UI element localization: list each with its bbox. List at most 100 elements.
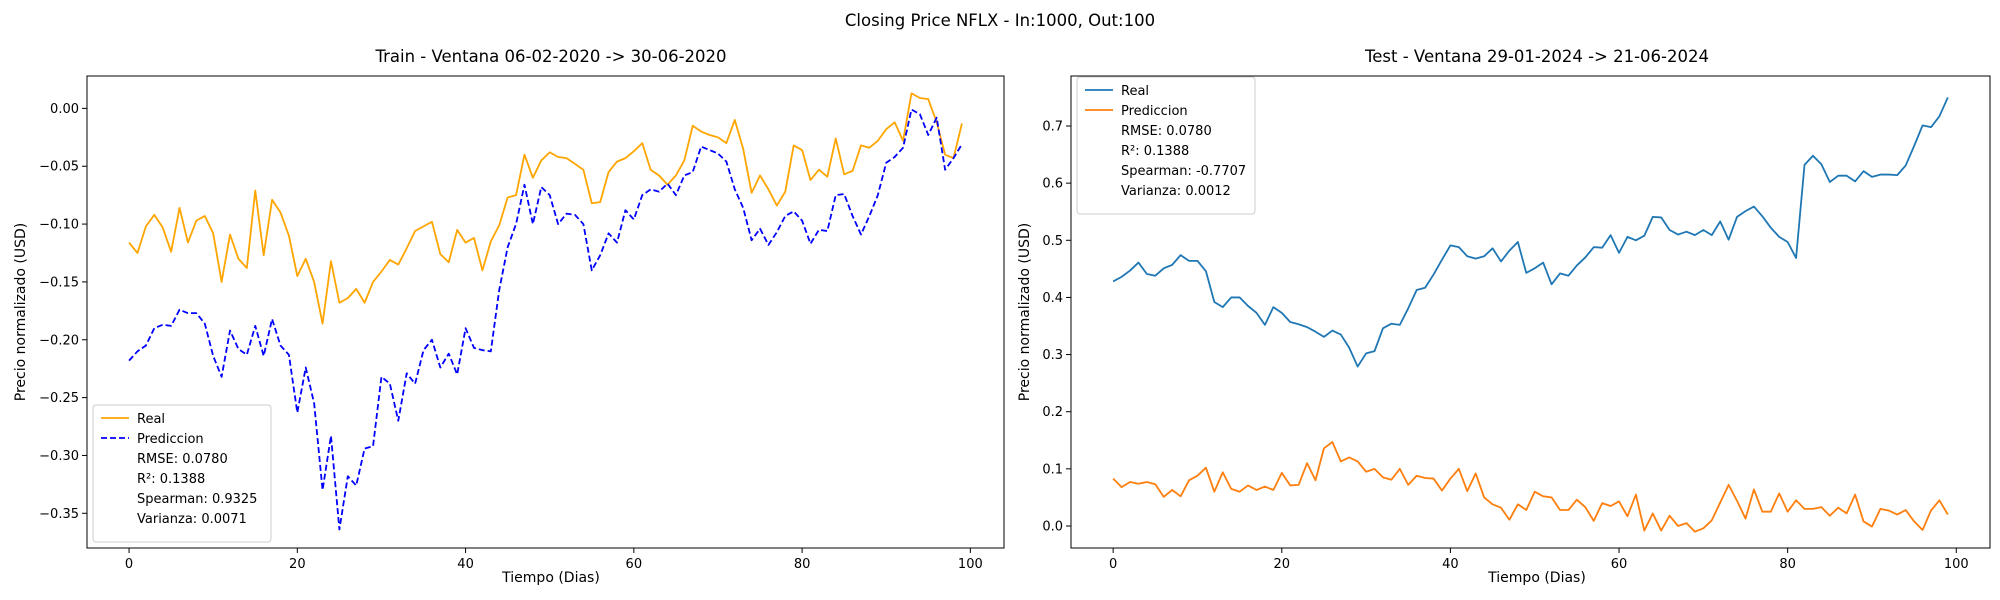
data-point [1112, 280, 1114, 282]
data-point [1786, 511, 1788, 513]
data-point [1483, 496, 1485, 498]
data-point [1770, 227, 1772, 229]
data-point [1179, 495, 1181, 497]
legend-box [1076, 76, 1256, 215]
data-point [818, 169, 820, 171]
data-point [1761, 215, 1763, 217]
data-point [355, 484, 357, 486]
data-point [1677, 525, 1679, 527]
data-point [1694, 531, 1696, 533]
data-point [178, 207, 180, 209]
y-tick-label: 0.5 [1042, 234, 1063, 249]
data-point [1356, 460, 1358, 462]
data-point [549, 151, 551, 153]
legend-stat: RMSE: 0.0780 [1121, 124, 1212, 139]
data-point [826, 230, 828, 232]
data-point [1567, 509, 1569, 511]
legend: Real Prediccion RMSE: 0.0780 R²: 0.1388 Spea… [1076, 76, 1256, 215]
data-point [1205, 270, 1207, 272]
data-point [1491, 247, 1493, 249]
data-point [288, 234, 290, 236]
data-point [658, 174, 660, 176]
data-point [1475, 257, 1477, 259]
data-point [1432, 477, 1434, 479]
data-point [1331, 329, 1333, 331]
data-point [1896, 513, 1898, 515]
data-point [557, 156, 559, 158]
data-point [692, 125, 694, 127]
y-tick-label: 0.4 [1042, 291, 1063, 306]
data-point [725, 160, 727, 162]
data-point [700, 130, 702, 132]
data-point [565, 212, 567, 214]
chart-title: Train - Ventana 06-02-2020 -> 30-06-2020 [374, 47, 726, 66]
data-point [776, 231, 778, 233]
data-point [1264, 324, 1266, 326]
data-point [1845, 175, 1847, 177]
data-point [523, 184, 525, 186]
data-point [952, 157, 954, 159]
data-point [1727, 239, 1729, 241]
data-point [397, 420, 399, 422]
data-point [1331, 441, 1333, 443]
data-point [1584, 256, 1586, 258]
data-point [204, 215, 206, 217]
data-point [910, 92, 912, 94]
legend-label: Prediccion [137, 432, 204, 447]
data-point [1441, 489, 1443, 491]
x-tick-label: 100 [1944, 557, 1969, 572]
data-point [1163, 496, 1165, 498]
data-point [523, 153, 525, 155]
x-tick-label: 40 [1442, 557, 1459, 572]
data-point [162, 226, 164, 228]
data-point [801, 219, 803, 221]
x-tick-label: 60 [626, 557, 643, 572]
data-point [641, 194, 643, 196]
data-point [448, 352, 450, 354]
data-point [868, 215, 870, 217]
legend-label: Real [1121, 84, 1149, 99]
data-point [136, 350, 138, 352]
data-point [439, 366, 441, 368]
data-point [1702, 527, 1704, 529]
data-point [1618, 500, 1620, 502]
data-point [405, 372, 407, 374]
data-point [1188, 479, 1190, 481]
x-tick-label: 40 [457, 557, 474, 572]
data-point [405, 247, 407, 249]
data-point [1913, 145, 1915, 147]
data-point [885, 128, 887, 130]
data-point [490, 240, 492, 242]
data-point [1137, 261, 1139, 263]
data-point [229, 329, 231, 331]
data-point [153, 214, 155, 216]
data-point [313, 402, 315, 404]
y-tick-label: −0.05 [39, 160, 79, 175]
figure-suptitle: Closing Price NFLX - In:1000, Out:100 [845, 11, 1155, 30]
data-point [1862, 170, 1864, 172]
data-point [1373, 350, 1375, 352]
data-point [784, 190, 786, 192]
data-point [1222, 471, 1224, 473]
x-tick-label: 20 [1274, 557, 1291, 572]
data-point [380, 270, 382, 272]
data-point [607, 171, 609, 173]
data-point [776, 204, 778, 206]
y-tick-label: 0.2 [1042, 405, 1063, 420]
data-point [649, 188, 651, 190]
data-point [818, 229, 820, 231]
data-point [877, 140, 879, 142]
data-point [919, 97, 921, 99]
data-point [843, 173, 845, 175]
data-point [414, 383, 416, 385]
data-point [835, 137, 837, 139]
data-point [1812, 155, 1814, 157]
data-point [145, 344, 147, 346]
data-point [591, 202, 593, 204]
data-point [1407, 484, 1409, 486]
data-point [1399, 324, 1401, 326]
data-point [1399, 468, 1401, 470]
data-point [1593, 520, 1595, 522]
data-point [1230, 296, 1232, 298]
